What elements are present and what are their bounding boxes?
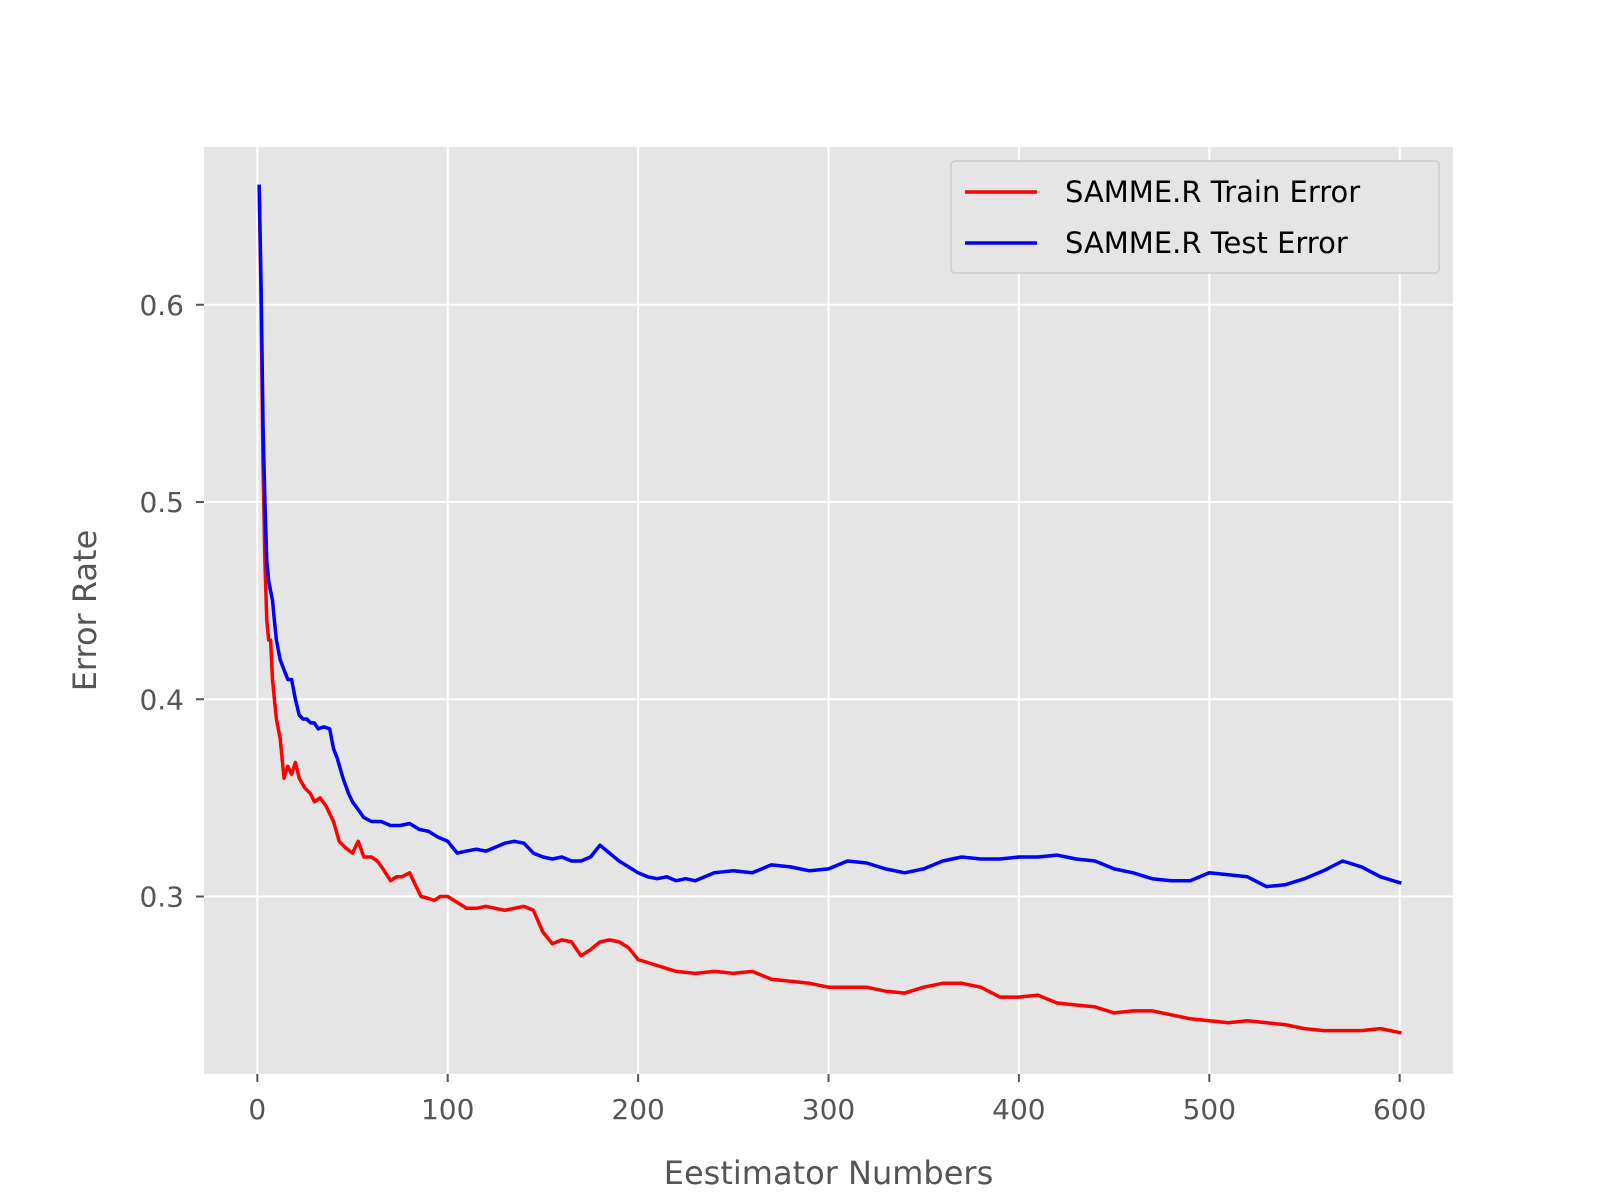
y-axis-label: Error Rate — [66, 530, 104, 692]
legend: SAMME.R Train Error SAMME.R Test Error — [950, 160, 1440, 274]
x-tick-label: 600 — [1373, 1093, 1426, 1126]
y-tick-label: 0.5 — [139, 486, 184, 519]
x-tick-label: 500 — [1183, 1093, 1236, 1126]
y-tick-label: 0.4 — [139, 683, 184, 716]
series-line-1 — [257, 184, 1402, 1035]
y-tick-label: 0.6 — [139, 289, 184, 322]
x-tick-label: 300 — [802, 1093, 855, 1126]
series-lines — [257, 184, 1402, 1035]
legend-box — [950, 160, 1440, 274]
x-tick-label: 0 — [248, 1093, 266, 1126]
series-line-2 — [257, 184, 1402, 889]
tick-labels: 0 100 200 300 400 500 600 0.3 0.4 0.5 0.6 — [139, 289, 1426, 1126]
x-tick-label: 400 — [992, 1093, 1045, 1126]
legend-label: SAMME.R Test Error — [1065, 226, 1348, 260]
legend-label: SAMME.R Train Error — [1065, 175, 1360, 209]
x-tick-label: 200 — [611, 1093, 664, 1126]
y-tick-label: 0.3 — [139, 880, 184, 913]
grid — [204, 147, 1453, 1074]
x-axis-label: Eestimator Numbers — [664, 1154, 993, 1192]
x-tick-label: 100 — [421, 1093, 474, 1126]
